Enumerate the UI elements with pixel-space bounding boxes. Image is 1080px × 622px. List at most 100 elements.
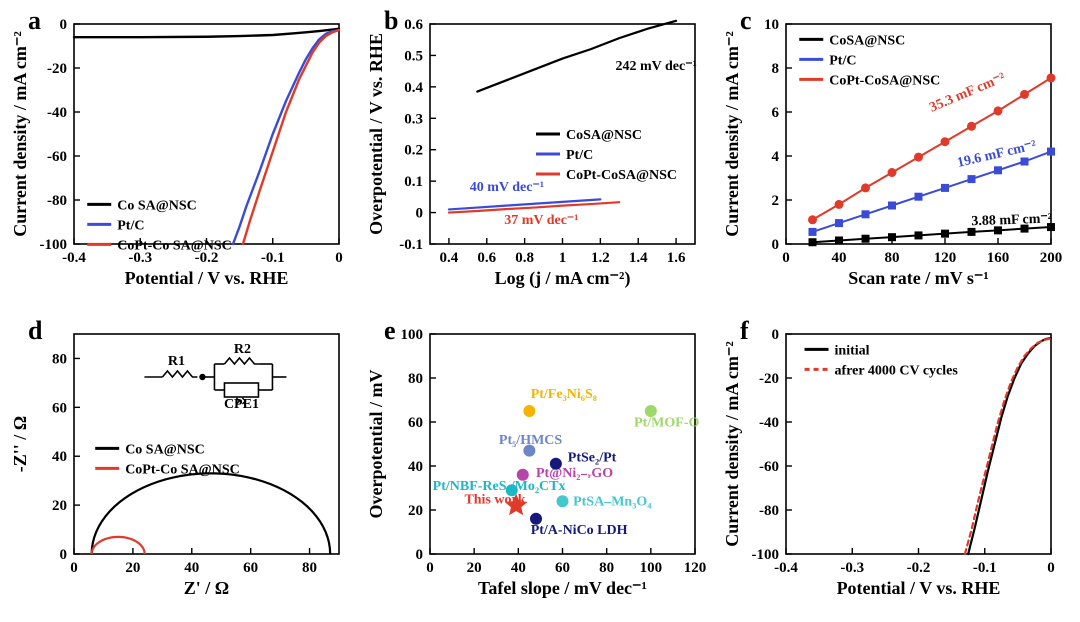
svg-text:Pt@Ni₂₋ᵣGO: Pt@Ni₂₋ᵣGO [536,466,613,481]
svg-text:0: 0 [335,250,343,266]
svg-text:Pt/NBF-ReS₂/Mo₂CTx: Pt/NBF-ReS₂/Mo₂CTx [433,479,566,494]
svg-text:R2: R2 [234,342,251,357]
svg-text:20: 20 [125,560,140,576]
svg-text:120: 120 [684,560,707,576]
svg-text:Z' / Ω: Z' / Ω [184,578,229,598]
svg-text:120: 120 [934,250,957,266]
svg-text:1.6: 1.6 [667,250,686,266]
panel-e: 020406080100120020406080100Tafel slope /… [358,314,708,614]
svg-text:Pt/A-NiCo LDH: Pt/A-NiCo LDH [531,523,628,538]
panel-d: 020406080020406080Z' / Ω-Z'' / ΩCo SA@NS… [2,314,352,614]
svg-text:0: 0 [426,560,434,576]
svg-text:afrer 4000 CV cycles: afrer 4000 CV cycles [835,363,959,378]
svg-text:1.2: 1.2 [591,250,610,266]
panel-label-f: f [740,316,749,346]
svg-text:80: 80 [408,371,423,387]
svg-text:Pt/MOF-O: Pt/MOF-O [634,415,699,430]
svg-text:60: 60 [52,400,67,416]
svg-text:80: 80 [52,351,67,367]
svg-text:40: 40 [408,459,423,475]
svg-text:-0.2: -0.2 [907,560,931,576]
chart-a: -0.4-0.3-0.2-0.10-100-80-60-40-200Potent… [2,4,352,304]
svg-text:60: 60 [243,560,258,576]
svg-text:0: 0 [416,547,424,563]
svg-text:Log (j / mA cm⁻²): Log (j / mA cm⁻²) [495,268,631,289]
svg-text:40: 40 [511,560,526,576]
svg-text:1.4: 1.4 [629,250,648,266]
figure-root: -0.4-0.3-0.2-0.10-100-80-60-40-200Potent… [0,0,1080,622]
svg-text:CoSA@NSC: CoSA@NSC [829,33,905,48]
svg-text:4: 4 [772,149,780,165]
svg-text:-100: -100 [752,547,780,563]
panel-label-c: c [740,6,752,36]
svg-text:40: 40 [52,449,67,465]
svg-text:initial: initial [835,343,870,358]
svg-text:20: 20 [52,498,67,514]
svg-text:Scan rate / mV s⁻¹: Scan rate / mV s⁻¹ [848,268,989,288]
svg-text:0: 0 [772,237,780,253]
svg-text:200: 200 [1040,250,1063,266]
svg-text:0.4: 0.4 [440,250,459,266]
svg-text:0.2: 0.2 [404,143,423,159]
svg-text:0: 0 [772,327,780,343]
svg-text:80: 80 [599,560,614,576]
svg-text:CoPt-CoSA@NSC: CoPt-CoSA@NSC [566,168,677,183]
svg-text:-0.1: -0.1 [261,250,285,266]
svg-text:8: 8 [772,61,780,77]
svg-text:Tafel slope / mV dec⁻¹: Tafel slope / mV dec⁻¹ [478,578,647,598]
svg-text:-80: -80 [759,503,779,519]
chart-d: 020406080020406080Z' / Ω-Z'' / ΩCo SA@NS… [2,314,352,614]
svg-text:Current density / mA cm⁻²: Current density / mA cm⁻² [722,31,742,237]
svg-text:19.6 mF cm⁻²: 19.6 mF cm⁻² [956,138,1038,171]
svg-text:20: 20 [467,560,482,576]
svg-text:0.6: 0.6 [477,250,496,266]
svg-text:Overpotential / mV: Overpotential / mV [366,370,386,519]
svg-text:10: 10 [764,17,779,33]
svg-text:Current density / mA cm⁻²: Current density / mA cm⁻² [722,341,742,547]
svg-text:Potential / V vs. RHE: Potential / V vs. RHE [125,268,289,288]
svg-text:0.4: 0.4 [404,80,423,96]
chart-f: -0.4-0.3-0.2-0.10-100-80-60-40-200Potent… [714,314,1064,614]
svg-text:0: 0 [416,206,424,222]
svg-text:Co SA@NSC: Co SA@NSC [125,442,205,457]
panel-f: -0.4-0.3-0.2-0.10-100-80-60-40-200Potent… [714,314,1064,614]
svg-text:Potential / V vs. RHE: Potential / V vs. RHE [837,578,1001,598]
svg-text:-60: -60 [47,149,67,165]
svg-text:6: 6 [772,105,780,121]
svg-text:80: 80 [302,560,317,576]
svg-text:40: 40 [184,560,199,576]
svg-text:160: 160 [987,250,1010,266]
svg-text:0: 0 [782,250,790,266]
svg-text:-0.1: -0.1 [399,237,423,253]
svg-text:-40: -40 [759,415,779,431]
svg-text:0.8: 0.8 [515,250,534,266]
svg-text:Current density / mA cm⁻²: Current density / mA cm⁻² [10,31,30,237]
svg-text:PtSA–Mn₃O₄: PtSA–Mn₃O₄ [573,495,652,510]
panel-b: 0.40.60.811.21.41.6-0.100.10.20.30.40.50… [358,4,708,304]
svg-text:0.5: 0.5 [404,48,423,64]
svg-text:Pt/C: Pt/C [829,53,856,68]
svg-text:-20: -20 [47,61,67,77]
svg-text:60: 60 [555,560,570,576]
svg-text:-40: -40 [47,105,67,121]
svg-text:242 mV dec⁻¹: 242 mV dec⁻¹ [616,59,697,74]
svg-text:40: 40 [832,250,847,266]
svg-text:0: 0 [60,547,68,563]
svg-text:20: 20 [408,503,423,519]
svg-text:-20: -20 [759,371,779,387]
svg-text:0.3: 0.3 [404,111,423,127]
chart-e: 020406080100120020406080100Tafel slope /… [358,314,708,614]
panel-label-d: d [28,316,42,346]
svg-text:This work: This work [464,492,525,507]
svg-text:2: 2 [772,193,780,209]
svg-text:CoPt-Co SA@NSC: CoPt-Co SA@NSC [117,238,232,253]
svg-text:-80: -80 [47,193,67,209]
svg-text:CoPt-CoSA@NSC: CoPt-CoSA@NSC [829,73,940,88]
svg-text:-0.1: -0.1 [973,560,997,576]
svg-text:Pt₅/HMCS: Pt₅/HMCS [499,433,563,448]
svg-text:80: 80 [885,250,900,266]
svg-text:0.1: 0.1 [404,174,423,190]
svg-text:-100: -100 [40,237,68,253]
svg-text:0: 0 [60,17,68,33]
svg-text:-0.3: -0.3 [840,560,864,576]
